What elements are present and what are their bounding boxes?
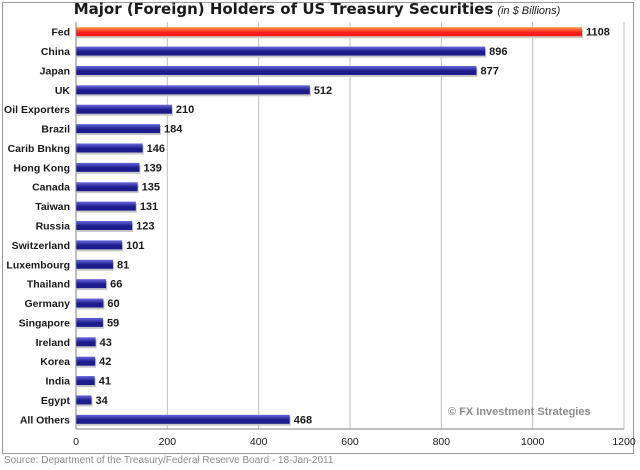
bar-brazil — [76, 124, 161, 134]
value-label: 135 — [142, 182, 160, 194]
chart-title-block: Major (Foreign) Holders of US Treasury S… — [0, 0, 634, 19]
value-label: 184 — [164, 124, 183, 136]
x-tick-label: 600 — [341, 436, 359, 448]
category-label: All Others — [20, 414, 70, 426]
value-label: 877 — [480, 65, 498, 77]
value-label: 34 — [96, 395, 109, 407]
x-tick-label: 0 — [73, 436, 79, 448]
bar-china — [76, 46, 486, 56]
bar-japan — [76, 65, 477, 75]
bar-carib-bnkng — [76, 143, 143, 153]
bar-hong-kong — [76, 162, 140, 172]
value-label: 131 — [140, 201, 158, 213]
category-label: Singapore — [19, 317, 71, 329]
chart-subtitle: (in $ Billions) — [497, 5, 561, 17]
value-label: 896 — [489, 46, 507, 58]
value-label: 512 — [314, 85, 332, 97]
category-label: Switzerland — [12, 240, 70, 252]
category-label: Fed — [51, 27, 70, 39]
bar-russia — [76, 221, 133, 230]
value-label: 41 — [99, 376, 111, 388]
bar-egypt — [76, 395, 92, 405]
category-label: Brazil — [41, 124, 70, 136]
bar-thailand — [76, 279, 107, 289]
bar-all-others — [76, 414, 290, 424]
category-label: Germany — [24, 298, 70, 310]
category-label: Thailand — [27, 279, 70, 291]
value-label: 1108 — [586, 27, 610, 39]
category-label: Luxembourg — [6, 259, 70, 271]
category-label: Oil Exporters — [4, 104, 70, 116]
bar-fed — [76, 27, 582, 37]
category-label: China — [41, 46, 70, 58]
value-label: 59 — [107, 317, 119, 329]
value-label: 146 — [147, 143, 165, 155]
category-label: Korea — [40, 356, 70, 368]
value-label: 43 — [100, 337, 112, 349]
value-label: 66 — [110, 279, 122, 291]
x-tick-label: 400 — [250, 436, 268, 448]
category-label: India — [45, 376, 70, 388]
value-label: 123 — [136, 221, 154, 233]
bar-oil-exporters — [76, 104, 172, 114]
bar-canada — [76, 182, 138, 192]
category-label: Egypt — [41, 395, 71, 407]
x-tick-label: 1200 — [612, 436, 636, 448]
bar-germany — [76, 298, 104, 308]
x-tick-label: 1000 — [521, 436, 545, 448]
chart-title: Major (Foreign) Holders of US Treasury S… — [73, 0, 494, 18]
source-note: Source: Department of the Treasury/Feder… — [4, 455, 334, 466]
bar-uk — [76, 85, 310, 95]
value-label: 42 — [99, 356, 111, 368]
category-label: Hong Kong — [13, 162, 70, 174]
value-label: 60 — [107, 298, 119, 310]
watermark: © FX Investment Strategies — [448, 406, 591, 418]
bar-taiwan — [76, 201, 136, 211]
value-label: 139 — [143, 162, 161, 174]
bar-korea — [76, 356, 96, 366]
category-label: Canada — [32, 182, 70, 194]
x-tick-label: 800 — [433, 436, 451, 448]
bar-india — [76, 376, 95, 386]
value-label: 210 — [176, 104, 194, 116]
value-label: 81 — [117, 259, 129, 271]
category-label: Ireland — [36, 337, 70, 349]
category-label: Carib Bnkng — [8, 143, 70, 155]
category-label: Taiwan — [35, 201, 70, 213]
value-label: 468 — [294, 414, 312, 426]
bar-ireland — [76, 337, 96, 347]
bar-switzerland — [76, 240, 123, 250]
bar-singapore — [76, 317, 103, 327]
category-label: UK — [55, 85, 71, 97]
bar-luxembourg — [76, 259, 113, 269]
value-label: 101 — [126, 240, 144, 252]
x-tick-label: 200 — [159, 436, 177, 448]
category-label: Japan — [40, 65, 70, 77]
category-label: Russia — [36, 221, 71, 233]
